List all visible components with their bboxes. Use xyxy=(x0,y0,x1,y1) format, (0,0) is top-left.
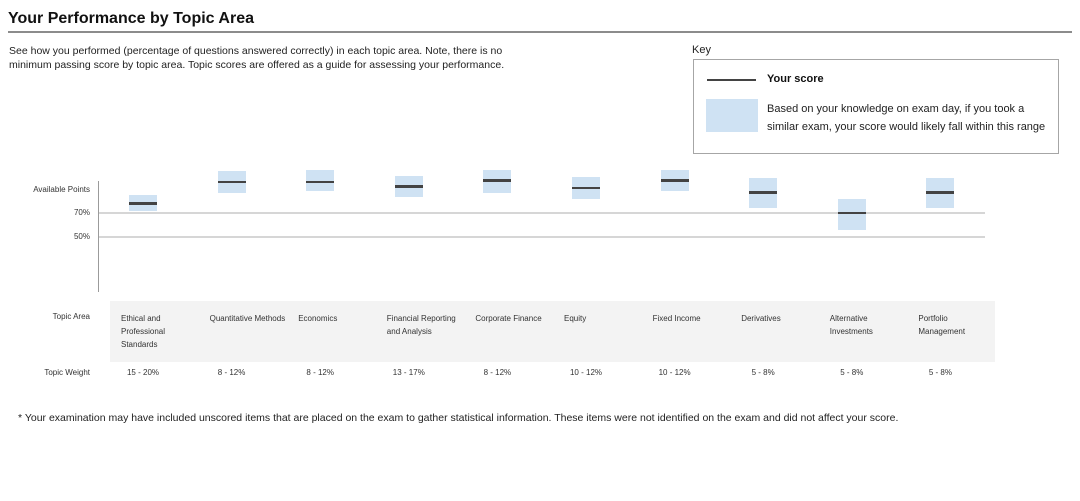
topic-score-line xyxy=(837,211,866,215)
key-score-label: Your score xyxy=(767,73,824,85)
topic-weight-label: 8 - 12% xyxy=(306,368,334,377)
gridline-50-percent xyxy=(99,236,985,238)
description-line-2: minimum passing score by topic area. Top… xyxy=(9,59,505,71)
key-range-description: Based on your knowledge on exam day, if … xyxy=(767,100,1045,136)
topic-weight-label: 10 - 12% xyxy=(569,368,603,377)
description-line-1: See how you performed (percentage of que… xyxy=(9,45,503,57)
topic-score-line xyxy=(217,180,246,184)
key-legend-box: Your score Based on your knowledge on ex… xyxy=(693,59,1059,154)
topic-name-label: Fixed Income xyxy=(652,314,701,323)
topic-score-line xyxy=(572,186,600,190)
topic-score-line xyxy=(306,180,335,184)
title-divider xyxy=(8,31,1072,33)
topic-weight-label: 15 - 20% xyxy=(126,368,160,377)
y-axis-label-available-points: Available Points xyxy=(33,185,90,194)
page-title: Your Performance by Topic Area xyxy=(8,10,254,27)
topic-name-label: Derivatives xyxy=(741,314,781,323)
y-axis-tick-50: 50% xyxy=(73,232,90,241)
gridline-70-percent xyxy=(99,212,985,214)
topic-weight-label: 5 - 8% xyxy=(840,368,864,377)
topic-score-line xyxy=(660,179,689,182)
topic-name-label: Alternative Investments xyxy=(829,314,873,336)
footnote-text: * Your examination may have included uns… xyxy=(18,412,899,424)
topic-weight-label: 8 - 12% xyxy=(217,368,246,377)
topic-score-line xyxy=(749,191,778,194)
row-label-topic-area: Topic Area xyxy=(52,312,90,321)
row-label-topic-weight: Topic Weight xyxy=(44,368,90,377)
topic-score-line xyxy=(483,179,512,182)
topic-weight-label: 8 - 12% xyxy=(483,368,512,377)
key-label: Key xyxy=(692,44,711,56)
range-band-swatch xyxy=(706,99,758,132)
topic-name-label: Quantitative Methods xyxy=(209,314,286,323)
topic-area-row-background xyxy=(110,301,995,362)
topic-weight-label: 5 - 8% xyxy=(928,368,952,377)
topic-name-label: Corporate Finance xyxy=(475,314,542,323)
score-line-swatch xyxy=(707,79,756,81)
topic-weight-label: 5 - 8% xyxy=(751,368,775,377)
topic-weight-label: 13 - 17% xyxy=(392,368,425,377)
topic-name-label: Financial Reporting and Analysis xyxy=(386,314,456,336)
topic-weight-label: 10 - 12% xyxy=(658,368,691,377)
topic-name-label: Economics xyxy=(298,314,338,323)
y-axis-tick-70: 70% xyxy=(73,208,90,217)
key-range-line-2: similar exam, your score would likely fa… xyxy=(767,121,1046,133)
topic-score-line xyxy=(129,202,157,205)
y-axis-line xyxy=(98,181,99,292)
topic-score-line xyxy=(926,191,955,194)
topic-score-line xyxy=(394,185,423,188)
topic-name-label: Ethical and Professional Standards xyxy=(121,314,166,349)
description-text: See how you performed (percentage of que… xyxy=(9,44,504,72)
topic-name-label: Portfolio Management xyxy=(918,314,966,336)
topic-name-label: Equity xyxy=(564,314,587,323)
key-range-line-1: Based on your knowledge on exam day, if … xyxy=(767,103,1025,115)
